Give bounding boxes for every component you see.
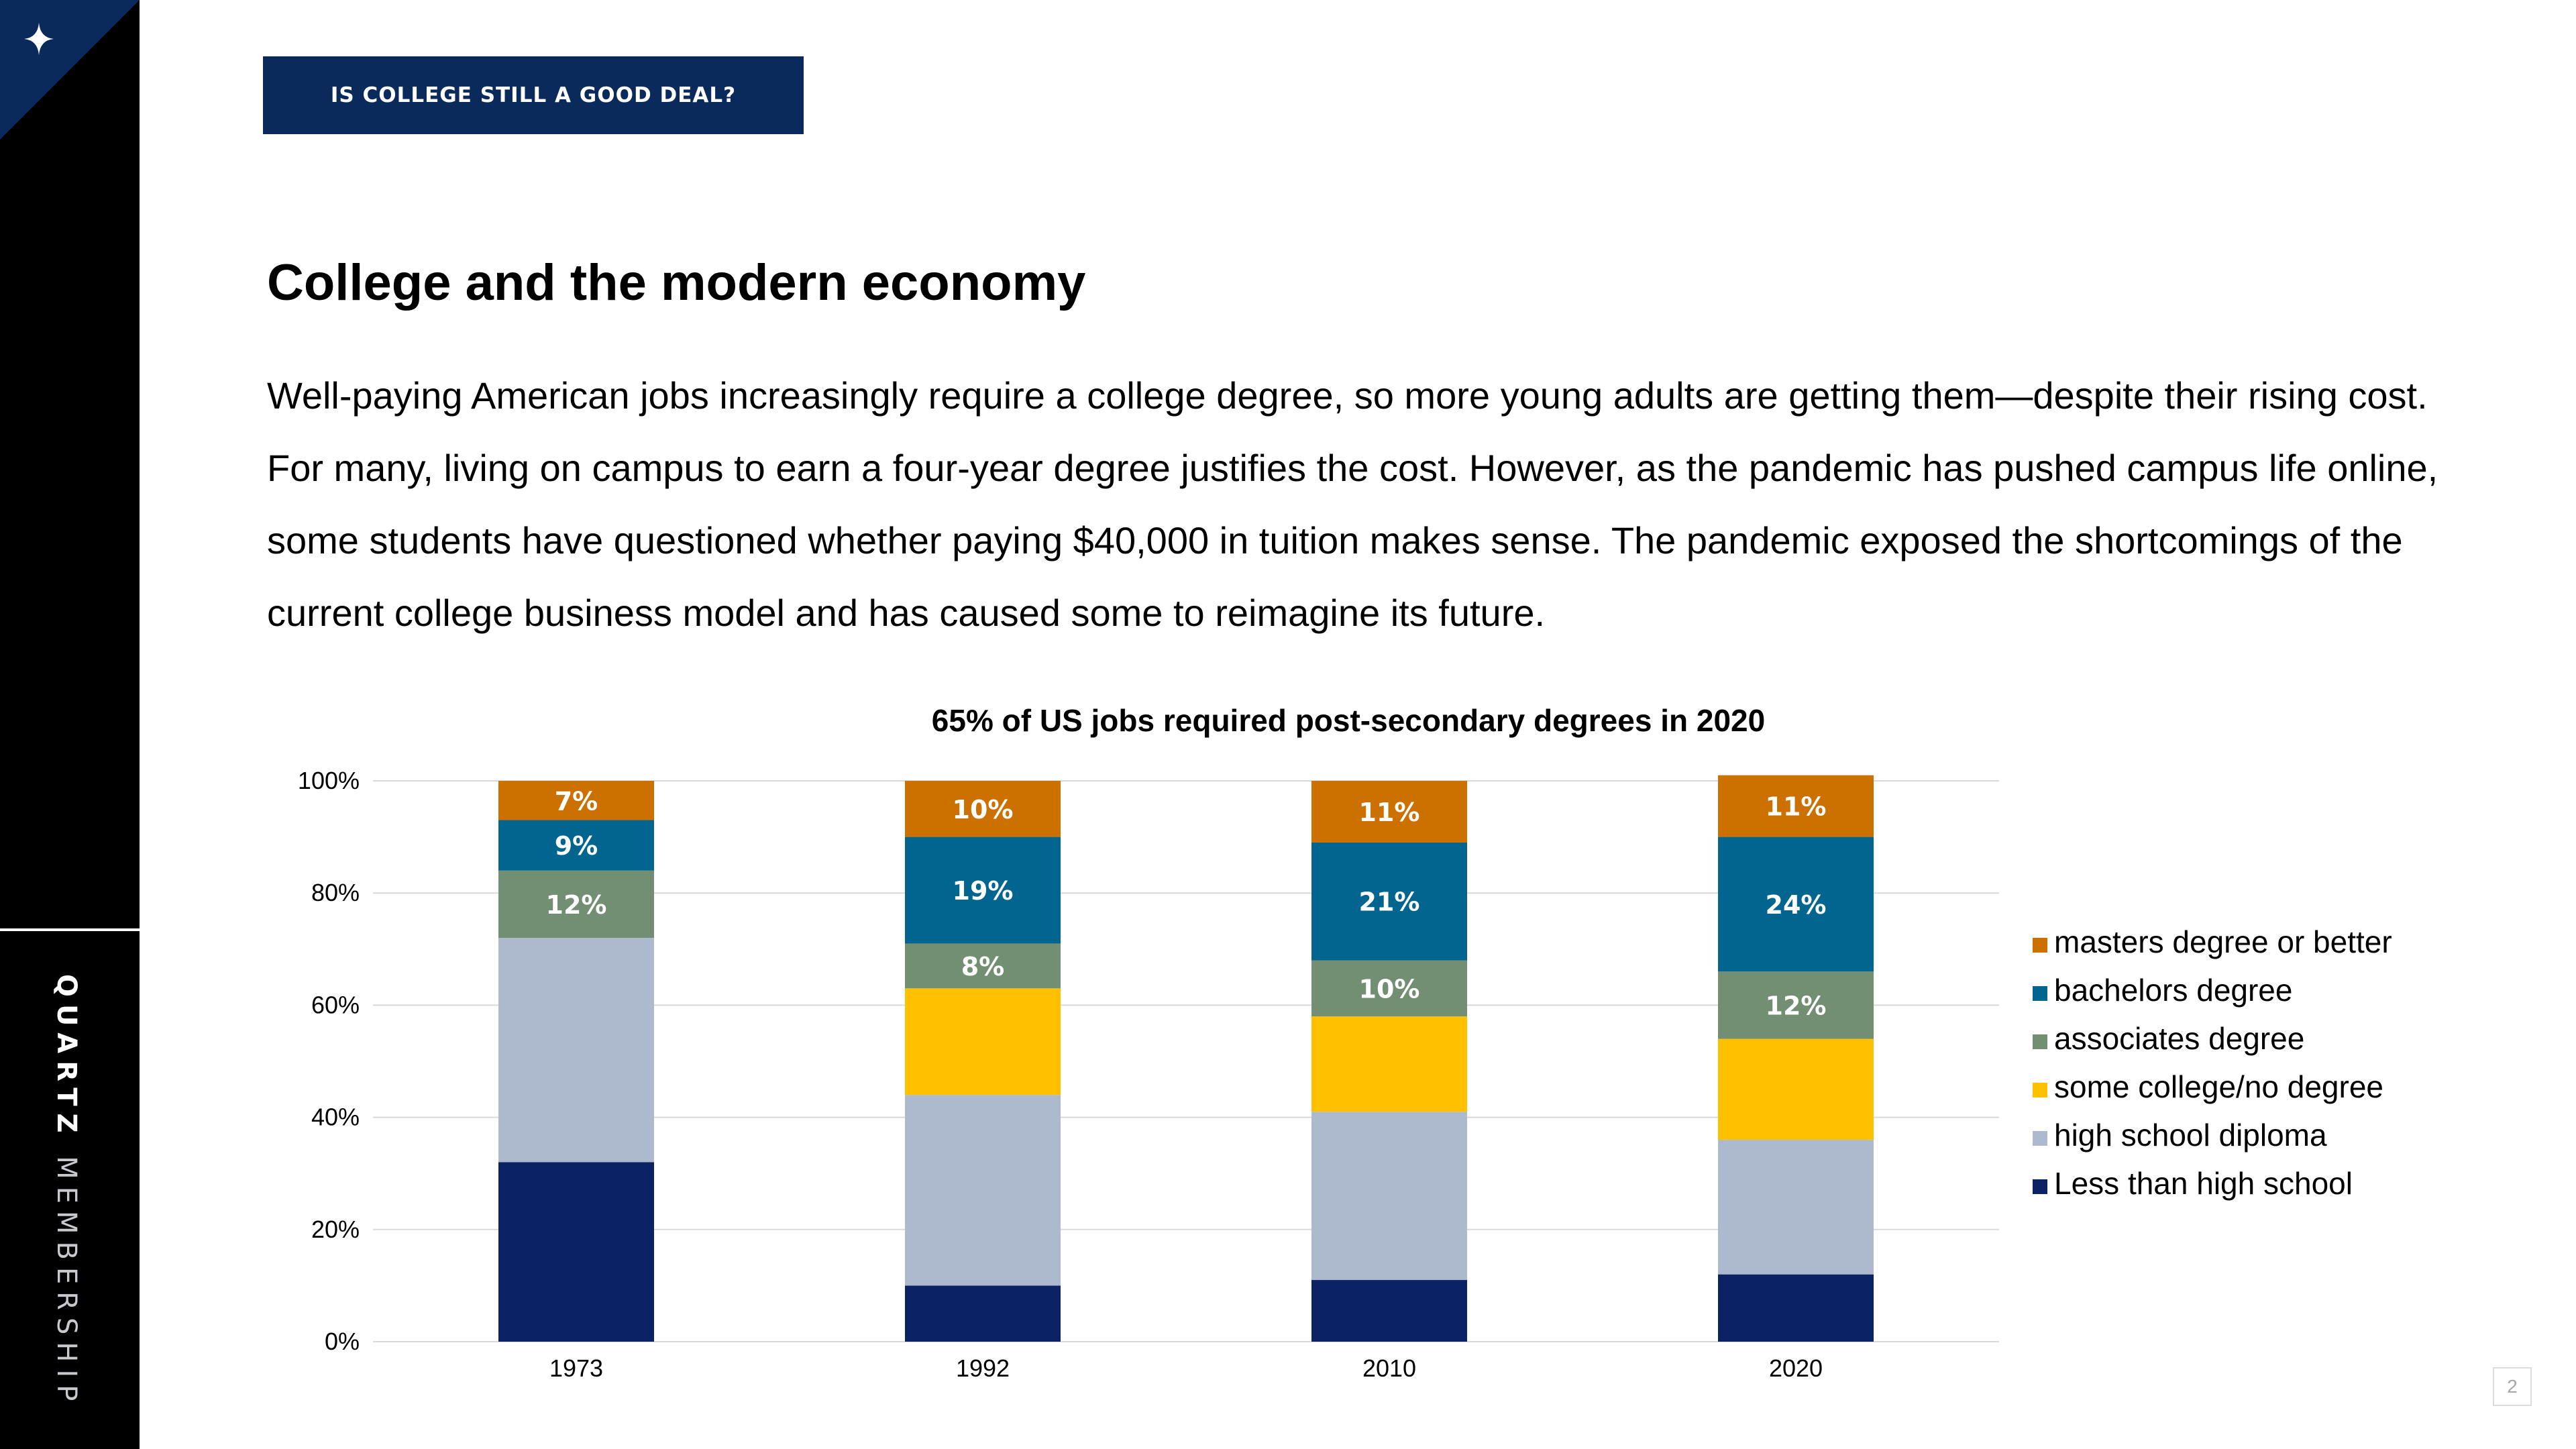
bar-segment <box>498 820 654 871</box>
sparkle-icon <box>24 23 54 55</box>
brand-wordmark: QUARTZ MEMBERSHIP <box>51 974 82 1408</box>
y-tick-label: 0% <box>325 1328 360 1355</box>
bar-segment <box>498 1162 654 1342</box>
sidebar: QUARTZ MEMBERSHIP <box>0 0 140 1449</box>
bar-segment <box>1718 1038 1874 1140</box>
bar-segment <box>1718 775 1874 837</box>
legend-label: masters degree or better <box>2054 924 2392 959</box>
y-tick-label: 20% <box>311 1216 360 1243</box>
legend-swatch <box>2033 1179 2047 1194</box>
data-label: 11% <box>1359 798 1420 827</box>
corner-badge <box>0 0 140 140</box>
data-label: 11% <box>1766 792 1827 822</box>
bar-segment <box>498 781 654 820</box>
bar-segment <box>1718 1140 1874 1275</box>
legend-swatch <box>2033 938 2047 953</box>
legend-swatch <box>2033 1034 2047 1049</box>
data-label: 7% <box>555 786 598 816</box>
legend-swatch <box>2033 1131 2047 1146</box>
y-tick-label: 40% <box>311 1104 360 1131</box>
section-tag: IS COLLEGE STILL A GOOD DEAL? <box>263 56 804 134</box>
legend-swatch <box>2033 986 2047 1001</box>
bar-segment <box>1311 781 1467 843</box>
data-label: 12% <box>546 890 607 920</box>
data-label: 19% <box>953 876 1014 906</box>
brand-name-bold: QUARTZ <box>51 974 82 1140</box>
bar-segment <box>1311 842 1467 961</box>
legend-label: bachelors degree <box>2054 973 2292 1008</box>
corner-triangle <box>0 0 140 140</box>
bar-segment <box>498 870 654 938</box>
page-title: College and the modern economy <box>267 254 1086 311</box>
bar-segment <box>498 938 654 1163</box>
bar-segment <box>905 1095 1061 1286</box>
x-tick-label: 2010 <box>1362 1354 1416 1382</box>
bar-segment <box>1718 837 1874 972</box>
x-tick-label: 2020 <box>1769 1354 1823 1382</box>
x-tick-label: 1992 <box>956 1354 1010 1382</box>
page-number: 2 <box>2493 1367 2532 1406</box>
data-label: 8% <box>961 952 1005 981</box>
data-label: 12% <box>1766 991 1827 1020</box>
data-label: 10% <box>1359 974 1420 1004</box>
bar-segment <box>905 1285 1061 1342</box>
bar-segment <box>1311 1016 1467 1112</box>
legend-label: Less than high school <box>2054 1166 2353 1201</box>
bar-segment <box>905 781 1061 837</box>
bar-segment <box>905 837 1061 944</box>
bar-segment <box>1311 960 1467 1017</box>
bar-segment <box>1311 1280 1467 1342</box>
y-tick-label: 80% <box>311 879 360 906</box>
bar-segment <box>1718 1274 1874 1342</box>
legend-label: associates degree <box>2054 1021 2304 1056</box>
sidebar-divider <box>0 928 140 931</box>
x-tick-label: 1973 <box>549 1354 603 1382</box>
bar-segment <box>1718 971 1874 1039</box>
legend-label: some college/no degree <box>2054 1069 2383 1104</box>
bar-segment <box>1311 1112 1467 1281</box>
legend-swatch <box>2033 1083 2047 1097</box>
bar-segment <box>905 988 1061 1095</box>
chart-title: 65% of US jobs required post-secondary d… <box>932 703 1765 738</box>
data-label: 24% <box>1766 890 1827 920</box>
y-tick-label: 100% <box>298 767 360 794</box>
intro-paragraph: Well-paying American jobs increasingly r… <box>267 374 2438 634</box>
data-label: 9% <box>555 831 598 861</box>
stacked-bar-chart: 65% of US jobs required post-secondary d… <box>298 703 2392 1382</box>
data-label: 10% <box>953 795 1014 824</box>
legend-label: high school diploma <box>2054 1118 2327 1152</box>
bar-segment <box>905 943 1061 989</box>
data-label: 21% <box>1359 888 1420 917</box>
y-tick-label: 60% <box>311 991 360 1018</box>
brand-name-light: MEMBERSHIP <box>51 1156 82 1409</box>
